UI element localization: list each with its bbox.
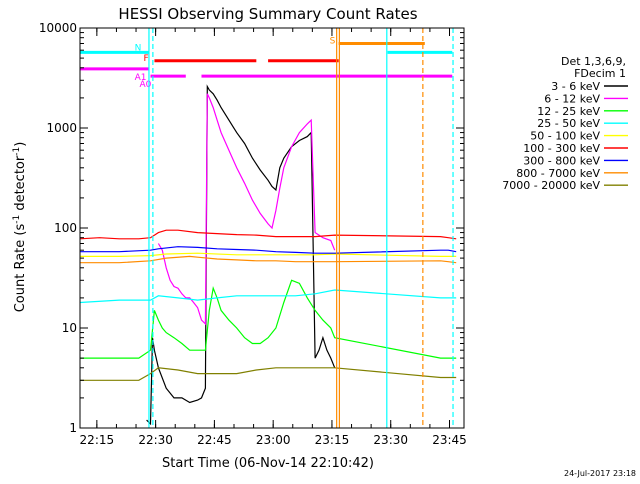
series-line-7 xyxy=(80,246,457,254)
series-line-8 xyxy=(80,255,457,264)
x-tick-label: 23:00 xyxy=(256,433,291,447)
chart-title: HESSI Observing Summary Count Rates xyxy=(118,5,417,23)
legend-label-4: 25 - 50 keV xyxy=(537,117,600,130)
y-axis-label: Count Rate (s-1 detector-1) xyxy=(12,142,28,313)
x-tick-label: 23:15 xyxy=(315,433,350,447)
legend-label-2: 6 - 12 keV xyxy=(544,92,600,105)
legend-label-6: 100 - 300 keV xyxy=(523,142,600,155)
legend-label-1: 3 - 6 keV xyxy=(551,80,600,93)
y-axis-label-sup1: -1 xyxy=(12,215,22,224)
series-line-3 xyxy=(80,279,457,359)
x-tick-label: 22:30 xyxy=(138,433,173,447)
series-line-5 xyxy=(80,252,457,257)
y-tick-label: 100 xyxy=(54,221,77,235)
marker-layer xyxy=(148,28,454,428)
y-axis-label-sup2: -1 xyxy=(12,147,22,156)
y-tick-label: 10 xyxy=(62,321,77,335)
y-tick-label: 1000 xyxy=(46,121,77,135)
legend-label-7: 300 - 800 keV xyxy=(523,154,600,167)
legend-label-3: 12 - 25 keV xyxy=(537,105,600,118)
y-axis-label-main: Count Rate (s xyxy=(13,224,28,313)
y-axis-label-mid: detector xyxy=(13,155,28,215)
flag-label-a0: A0 xyxy=(140,80,152,90)
x-tick-label: 23:45 xyxy=(432,433,467,447)
flag-label-f: F xyxy=(143,54,148,64)
series-line-6 xyxy=(79,229,457,240)
series-line-2 xyxy=(157,93,336,326)
series-layer xyxy=(79,84,457,426)
series-line-9 xyxy=(80,367,457,381)
axes-layer: 1 10 100 1000 10000 22:15 22:30 22:45 23:00 23:15… xyxy=(39,21,467,447)
y-axis-label-end: ) xyxy=(13,142,28,147)
flag-label-n: N xyxy=(135,43,142,53)
x-tick-label: 22:15 xyxy=(80,433,115,447)
svg-text:Count Rate (s-1 detector-1): Count Rate (s-1 detector-1) xyxy=(12,142,28,313)
x-tick-label: 23:30 xyxy=(373,433,408,447)
y-tick-label: 1 xyxy=(69,421,77,435)
x-tick-label: 22:45 xyxy=(197,433,232,447)
legend-label-8: 800 - 7000 keV xyxy=(516,167,600,180)
series-line-4 xyxy=(79,289,457,304)
flag-label-s: S xyxy=(330,36,336,46)
legend-header-1: Det 1,3,6,9, xyxy=(561,55,626,68)
x-axis-label: Start Time (06-Nov-14 22:10:42) xyxy=(162,456,374,471)
legend-label-5: 50 - 100 keV xyxy=(530,130,600,143)
legend-header-2: FDecim 1 xyxy=(574,67,626,80)
legend-label-9: 7000 - 20000 keV xyxy=(502,179,600,192)
flag-label-a1: A1 xyxy=(135,73,147,83)
footer-date: 24-Jul-2017 23:18 xyxy=(564,469,636,478)
y-tick-label: 10000 xyxy=(39,21,77,35)
